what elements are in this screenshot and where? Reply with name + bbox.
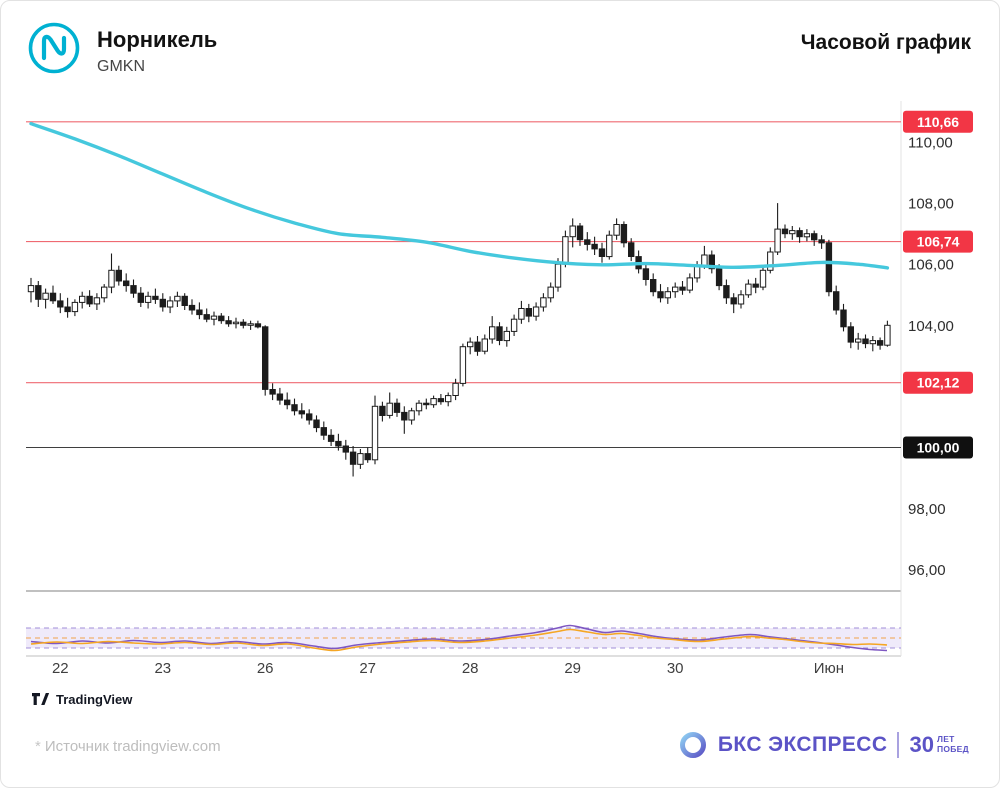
candlestick-series xyxy=(27,203,891,477)
svg-text:100,00: 100,00 xyxy=(917,440,960,456)
source-note: * Источник tradingview.com xyxy=(35,738,221,755)
bks-brand-name: БКС ЭКСПРЕСС xyxy=(717,733,888,756)
badge-line2: ПОБЕД xyxy=(936,744,969,754)
bks-anniversary-badge: 30 ЛЕТ ПОБЕД xyxy=(909,732,969,758)
time-axis: 22 23 26 27 28 29 30 Июн xyxy=(52,660,844,677)
badge-number: 30 xyxy=(909,732,934,757)
chart-frame xyxy=(26,101,902,657)
oscillator-pane xyxy=(26,624,901,652)
tradingview-watermark: TradingView xyxy=(31,692,132,707)
price-axis: 110,00 108,00 106,00 104,00 98,00 96,00 xyxy=(908,135,954,580)
price-level-badges: 110,66 106,74 102,12 100,00 xyxy=(903,110,973,459)
svg-text:22: 22 xyxy=(52,660,69,677)
bks-ring-icon xyxy=(679,732,706,758)
svg-text:28: 28 xyxy=(462,660,479,677)
svg-text:29: 29 xyxy=(564,660,581,677)
svg-text:106,00: 106,00 xyxy=(908,257,954,274)
svg-text:102,12: 102,12 xyxy=(917,375,960,391)
tradingview-label: TradingView xyxy=(56,692,133,707)
orange-line xyxy=(30,628,888,652)
nornickel-logo-icon xyxy=(27,21,81,75)
svg-text:96,00: 96,00 xyxy=(908,562,946,579)
page-title: Норникель xyxy=(97,27,218,52)
tradingview-icon xyxy=(32,693,50,705)
ticker-label: GMKN xyxy=(97,58,145,75)
svg-text:110,66: 110,66 xyxy=(917,114,959,130)
svg-text:108,00: 108,00 xyxy=(908,196,954,213)
svg-text:26: 26 xyxy=(257,660,274,677)
bks-divider xyxy=(897,732,900,758)
svg-text:104,00: 104,00 xyxy=(908,318,954,335)
svg-text:23: 23 xyxy=(154,660,171,677)
footnote-star: * xyxy=(35,738,41,755)
svg-text:Июн: Июн xyxy=(814,660,844,677)
svg-text:106,74: 106,74 xyxy=(917,234,960,250)
purple-line xyxy=(30,624,888,652)
svg-text:110,00: 110,00 xyxy=(908,135,953,152)
svg-text:27: 27 xyxy=(359,660,376,677)
svg-text:30: 30 xyxy=(667,660,684,677)
badge-line1: ЛЕТ xyxy=(936,734,955,745)
source-text: Источник tradingview.com xyxy=(44,738,221,755)
candlestick-chart: 22 23 26 27 28 29 30 Июн 110,00 108,00 106,00 104,0… xyxy=(26,101,973,677)
svg-text:98,00: 98,00 xyxy=(908,501,946,518)
timeframe-label: Часовой график xyxy=(800,31,971,54)
bks-express-logo: БКС ЭКСПРЕСС 30 ЛЕТ ПОБЕД xyxy=(678,730,969,760)
ma-line xyxy=(29,122,890,270)
